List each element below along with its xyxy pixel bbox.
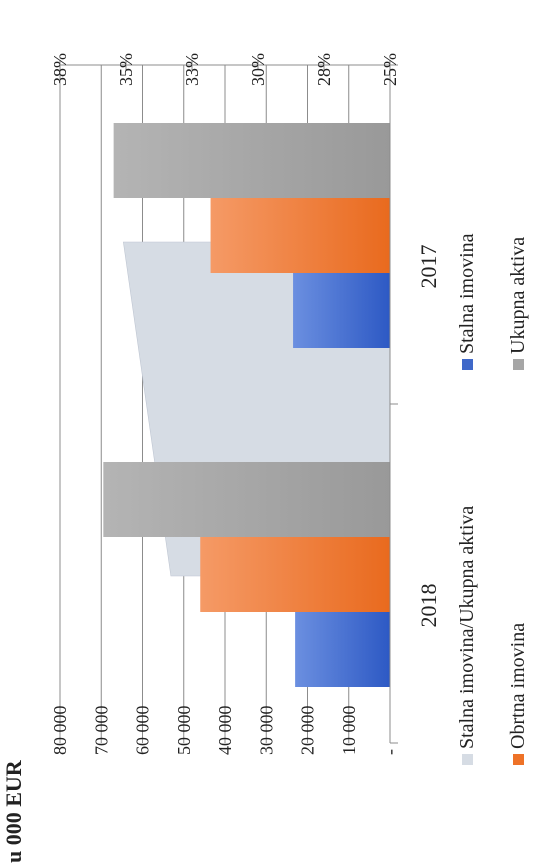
unit-label: u 000 EUR (1, 759, 26, 863)
legend-label: Stalna imovina/Ukupna aktiva (456, 506, 478, 749)
bar (293, 273, 390, 348)
legend-label: Obrtna imovina (507, 623, 529, 749)
primary-tick-label: 40 000 (215, 706, 235, 756)
primary-tick-label: 30 000 (256, 706, 276, 756)
legend-swatch (462, 359, 473, 370)
bar (210, 198, 390, 273)
legend-swatch (513, 359, 524, 370)
category-label: 2017 (416, 245, 441, 289)
labels-layer: - 10 000 20 000 30 000 40 000 50 000 60 000 70 … (1, 53, 441, 863)
legend-item: Stalna imovina (456, 233, 478, 370)
legend-item: Obrtna imovina (507, 623, 529, 765)
bar (295, 612, 390, 687)
bar (103, 462, 390, 537)
bar (200, 537, 390, 612)
legend-item: Stalna imovina/Ukupna aktiva (456, 506, 478, 765)
legend-label: Stalna imovina (456, 233, 478, 354)
secondary-tick-label: 28% (314, 53, 334, 86)
secondary-tick-label: 25% (380, 53, 400, 86)
primary-tick-label: - (380, 749, 400, 755)
primary-tick-label: 50 000 (174, 706, 194, 756)
category-label: 2018 (416, 584, 441, 628)
primary-tick-label: 80 000 (50, 706, 70, 756)
axes-layer (59, 60, 398, 744)
secondary-tick-label: 38% (50, 53, 70, 86)
primary-tick-label: 60 000 (133, 706, 153, 756)
secondary-tick-label: 30% (248, 53, 268, 86)
bars-layer (103, 123, 390, 687)
bar (113, 123, 390, 198)
legend-item: Ukupna aktiva (507, 237, 529, 370)
primary-tick-label: 20 000 (298, 706, 318, 756)
secondary-tick-label: 35% (116, 53, 136, 86)
legend-label: Ukupna aktiva (507, 237, 529, 354)
primary-tick-label: 70 000 (91, 706, 111, 756)
legend-swatch (513, 754, 524, 765)
legend: Stalna imovina/Ukupna aktiva Stalna imovi… (456, 233, 529, 765)
legend-swatch (462, 754, 473, 765)
primary-tick-label: 10 000 (339, 706, 359, 756)
secondary-tick-label: 33% (182, 53, 202, 86)
